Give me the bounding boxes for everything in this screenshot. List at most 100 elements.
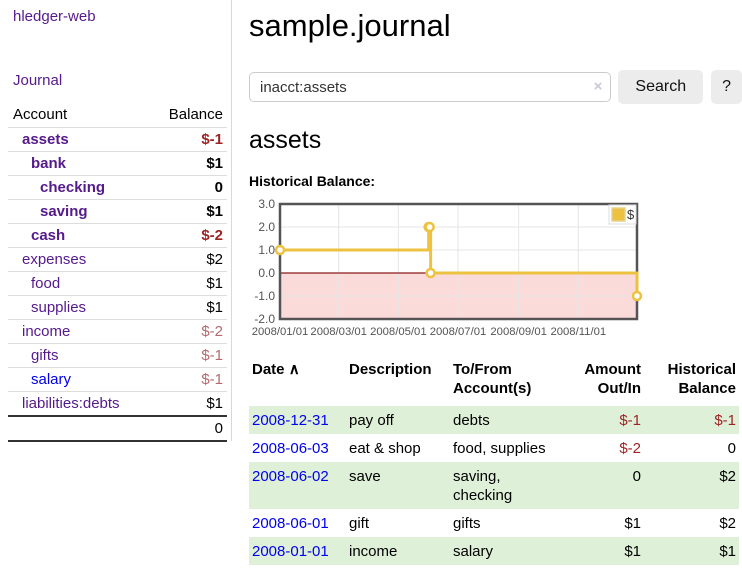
search-input[interactable] [249,72,612,102]
x-axis-tick-label: 2008/11/01 [550,326,606,338]
account-row: bank $1 [8,151,227,176]
x-axis-tick-label: 2008/09/01 [490,326,547,338]
account-cell: cash [8,223,149,248]
register-date-link[interactable]: 2008-06-01 [252,515,329,532]
account-balance: $-1 [148,343,227,368]
register-row: 2008-06-01 gift gifts $1 $2 [249,509,739,537]
account-link[interactable]: saving [40,203,88,220]
accounts-header-balance: Balance [168,106,223,123]
register-date-cell: 2008-06-03 [249,434,346,462]
register-header-row: Date ∧ Description To/From Account(s) Am… [249,358,739,406]
search-button[interactable]: Search [618,70,704,104]
register-balance-cell: $2 [719,468,736,485]
register-date-cell: 2008-12-31 [249,406,346,434]
account-link[interactable]: cash [31,227,66,244]
accounts-total-value: 0 [8,415,227,442]
register-amount-cell: $1 [624,543,641,560]
account-row: cash $-2 [8,223,227,248]
account-link[interactable]: bank [31,155,67,172]
y-axis-tick-label: -1.0 [254,289,275,303]
accounts-header-row: Account Balance [8,103,227,128]
account-row: supplies $1 [8,295,227,320]
y-axis-tick-label: 2.0 [258,220,275,234]
sort-ascending-icon: ∧ [288,361,300,378]
account-row: food $1 [8,271,227,296]
search-clear-icon[interactable]: × [593,78,603,95]
y-axis-tick-label: -2.0 [254,312,275,326]
register-amount-cell: 0 [632,468,641,485]
account-balance: $-2 [148,223,227,248]
data-point-marker [425,267,436,279]
register-table-body: 2008-12-31 pay off debts $-1 $-1 2008-06-03 ea… [249,406,739,565]
account-balance: $1 [148,151,227,176]
account-row: assets $-1 [8,127,227,152]
account-balance: $1 [148,271,227,296]
register-accounts-cell: food, supplies [453,440,546,457]
account-balance: $1 [148,295,227,320]
register-amount-cell: $-1 [619,412,641,429]
sidebar-item-journal[interactable]: Journal [13,72,63,89]
account-row: checking 0 [8,175,227,200]
account-link[interactable]: liabilities:debts [22,395,120,412]
register-row: 2008-06-03 eat & shop food, supplies $-2 0 [249,434,739,462]
account-link[interactable]: checking [40,179,106,196]
register-date-link[interactable]: 2008-06-02 [252,468,329,485]
y-axis-tick-label: 1.0 [258,243,275,257]
data-point-marker [274,244,286,256]
register-date-cell: 2008-06-01 [249,509,346,537]
account-row: liabilities:debts $1 [8,391,227,416]
account-balance: $1 [148,199,227,224]
register-amount-cell: $1 [624,515,641,532]
plot-border [278,202,639,321]
account-cell: saving [8,199,149,224]
register-row: 2008-06-02 save saving, checking 0 $2 [249,462,739,509]
register-accounts-cell: saving, checking [453,468,513,504]
help-button[interactable]: ? [711,70,742,104]
account-heading: assets [249,126,322,154]
accounts-table: Account Balance assets $-1 bank $1 checking 0… [8,103,227,442]
account-link[interactable]: assets [22,131,69,148]
accounts-table-body: assets $-1 bank $1 checking 0 saving $1 cash $-2 e… [8,127,227,442]
register-header-description: Description [349,361,432,378]
register-header-amount: Amount Out/In [584,361,641,397]
register-date-link[interactable]: 2008-06-03 [252,440,329,457]
register-balance-cell: $2 [719,515,736,532]
account-link[interactable]: gifts [31,347,59,364]
account-link[interactable]: expenses [22,251,87,268]
register-header-balance: Historical Balance [667,361,736,397]
account-link[interactable]: food [31,275,61,292]
register-balance-cell: 0 [727,440,736,457]
account-cell: salary [8,367,149,392]
sidebar-brand-link[interactable]: hledger-web [13,8,96,25]
accounts-total-row: 0 [8,415,227,442]
register-date-link[interactable]: 2008-01-01 [252,543,329,560]
y-axis-tick-label: 0.0 [258,266,275,280]
account-balance: $1 [148,391,227,416]
data-point-marker [424,221,435,233]
register-accounts-cell: debts [453,412,490,429]
account-link[interactable]: income [22,323,71,340]
register-table: Date ∧ Description To/From Account(s) Am… [249,358,739,565]
account-balance: $2 [148,247,227,272]
register-row: 2008-12-31 pay off debts $-1 $-1 [249,406,739,434]
register-description-cell: pay off [349,412,394,429]
account-balance: $-1 [148,127,227,152]
account-row: salary $-1 [8,367,227,392]
account-link[interactable]: salary [31,371,72,388]
accounts-header-account: Account [13,106,68,123]
account-cell: assets [8,127,149,152]
legend-swatch [611,207,626,222]
x-axis-tick-label: 2008/07/01 [430,326,487,338]
account-cell: supplies [8,295,149,320]
account-cell: expenses [8,247,149,272]
account-balance: $-1 [148,367,227,392]
search-box: × [249,72,612,102]
register-date-link[interactable]: 2008-12-31 [252,412,329,429]
account-cell: gifts [8,343,149,368]
register-balance-cell: $1 [719,543,736,560]
account-link[interactable]: supplies [31,299,87,316]
register-header-date[interactable]: Date ∧ [252,361,300,378]
account-row: expenses $2 [8,247,227,272]
account-row: gifts $-1 [8,343,227,368]
